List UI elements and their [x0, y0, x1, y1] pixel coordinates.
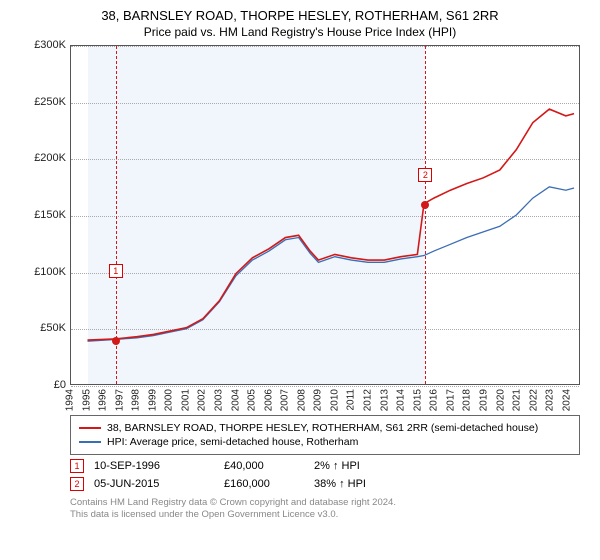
x-axis-label: 2021	[512, 389, 523, 411]
x-axis-label: 2019	[478, 389, 489, 411]
legend-label: 38, BARNSLEY ROAD, THORPE HESLEY, ROTHER…	[107, 422, 538, 434]
series-svg	[71, 46, 579, 384]
x-axis-label: 2018	[462, 389, 473, 411]
x-axis-label: 2020	[495, 389, 506, 411]
info-price: £40,000	[224, 460, 304, 472]
plot: 12	[70, 45, 580, 385]
x-axis-label: 2011	[346, 389, 357, 411]
x-axis-label: 2012	[363, 389, 374, 411]
x-axis-label: 2024	[561, 389, 572, 411]
x-axis-label: 2006	[263, 389, 274, 411]
x-axis-label: 2004	[230, 389, 241, 411]
x-axis-label: 2009	[313, 389, 324, 411]
event-marker	[421, 201, 429, 209]
gridline	[71, 386, 579, 387]
x-axis-label: 2000	[164, 389, 175, 411]
x-axis-label: 2008	[296, 389, 307, 411]
info-table: 1 10-SEP-1996 £40,000 2% ↑ HPI 2 05-JUN-2015 £…	[70, 459, 580, 491]
footnote-line-1: Contains HM Land Registry data © Crown c…	[70, 497, 580, 509]
info-price: £160,000	[224, 478, 304, 490]
footnote: Contains HM Land Registry data © Crown c…	[70, 497, 580, 522]
info-date: 05-JUN-2015	[94, 478, 214, 490]
x-axis-label: 1994	[65, 389, 76, 411]
chart-container: 38, BARNSLEY ROAD, THORPE HESLEY, ROTHER…	[0, 0, 600, 560]
legend-row: HPI: Average price, semi-detached house,…	[79, 436, 571, 448]
x-axis-label: 1996	[98, 389, 109, 411]
chart-area: 12 £0£50K£100K£150K£200K£250K£300K199419…	[20, 45, 580, 405]
legend: 38, BARNSLEY ROAD, THORPE HESLEY, ROTHER…	[70, 415, 580, 455]
chart-title: 38, BARNSLEY ROAD, THORPE HESLEY, ROTHER…	[20, 8, 580, 23]
y-axis-label: £200K	[20, 152, 66, 164]
series-property	[87, 109, 574, 340]
event-callout: 1	[109, 264, 123, 278]
x-axis-label: 2015	[412, 389, 423, 411]
chart-subtitle: Price paid vs. HM Land Registry's House …	[20, 25, 580, 39]
series-hpi	[87, 187, 574, 341]
x-axis-label: 1997	[114, 389, 125, 411]
footnote-line-2: This data is licensed under the Open Gov…	[70, 509, 580, 521]
event-callout: 2	[418, 168, 432, 182]
x-axis-label: 2023	[545, 389, 556, 411]
legend-label: HPI: Average price, semi-detached house,…	[107, 436, 358, 448]
info-pct: 2% ↑ HPI	[314, 460, 424, 472]
y-axis-label: £300K	[20, 39, 66, 51]
x-axis-label: 2003	[214, 389, 225, 411]
y-axis-label: £0	[20, 379, 66, 391]
info-row: 1 10-SEP-1996 £40,000 2% ↑ HPI	[70, 459, 580, 473]
x-axis-label: 2007	[280, 389, 291, 411]
x-axis-label: 2005	[247, 389, 258, 411]
x-axis-label: 2002	[197, 389, 208, 411]
event-marker	[112, 337, 120, 345]
x-axis-label: 2013	[379, 389, 390, 411]
info-pct: 38% ↑ HPI	[314, 478, 424, 490]
legend-swatch	[79, 427, 101, 429]
x-axis-label: 1998	[131, 389, 142, 411]
x-axis-label: 1995	[81, 389, 92, 411]
legend-row: 38, BARNSLEY ROAD, THORPE HESLEY, ROTHER…	[79, 422, 571, 434]
x-axis-label: 2014	[396, 389, 407, 411]
legend-swatch	[79, 441, 101, 443]
y-axis-label: £250K	[20, 96, 66, 108]
info-date: 10-SEP-1996	[94, 460, 214, 472]
x-axis-label: 2017	[445, 389, 456, 411]
y-axis-label: £100K	[20, 266, 66, 278]
x-axis-label: 2001	[180, 389, 191, 411]
x-axis-label: 2016	[429, 389, 440, 411]
y-axis-label: £150K	[20, 209, 66, 221]
x-axis-label: 1999	[147, 389, 158, 411]
x-axis-label: 2010	[329, 389, 340, 411]
x-axis-label: 2022	[528, 389, 539, 411]
info-callout: 1	[70, 459, 84, 473]
info-row: 2 05-JUN-2015 £160,000 38% ↑ HPI	[70, 477, 580, 491]
info-callout: 2	[70, 477, 84, 491]
y-axis-label: £50K	[20, 322, 66, 334]
